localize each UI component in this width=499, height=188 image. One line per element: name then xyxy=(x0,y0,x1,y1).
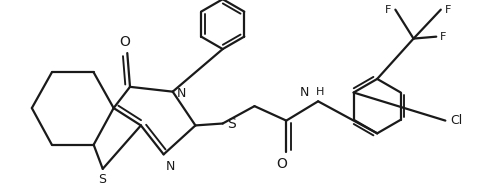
Text: F: F xyxy=(385,5,392,15)
Text: S: S xyxy=(227,117,236,130)
Text: O: O xyxy=(120,35,130,49)
Text: N: N xyxy=(166,160,175,173)
Text: N: N xyxy=(176,87,186,100)
Text: O: O xyxy=(276,157,287,171)
Text: F: F xyxy=(440,32,446,42)
Text: N: N xyxy=(300,86,309,99)
Text: H: H xyxy=(316,87,324,97)
Text: Cl: Cl xyxy=(450,114,462,127)
Text: S: S xyxy=(98,173,106,186)
Text: F: F xyxy=(445,5,451,15)
